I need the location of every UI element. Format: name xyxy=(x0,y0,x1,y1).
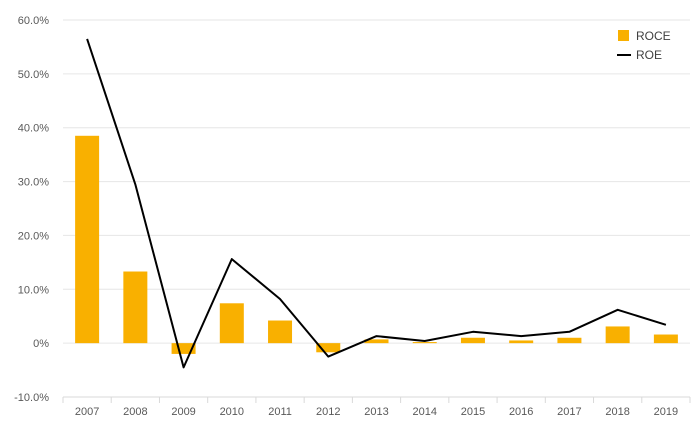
x-tick-label: 2011 xyxy=(268,406,292,418)
y-gridlines xyxy=(63,19,690,398)
x-tick-label: 2018 xyxy=(605,406,629,418)
x-tick-label: 2009 xyxy=(171,406,195,418)
y-tick-label: 60.0% xyxy=(18,15,49,27)
y-axis-tick-labels: -10.0% 0% 10.0% 20.0% 30.0% 40.0% 50.0% 60.0% xyxy=(14,15,49,404)
y-tick-label: -10.0% xyxy=(14,392,49,404)
x-axis: 2007 2008 2009 2010 2011 2012 2013 2014 2015 2016… xyxy=(62,396,691,418)
roce-bar xyxy=(557,337,582,344)
y-tick-label: 30.0% xyxy=(18,177,49,189)
roe-line xyxy=(86,38,667,369)
x-tick-label: 2010 xyxy=(220,406,244,418)
roce-bar xyxy=(171,343,196,354)
roce-bar xyxy=(509,340,534,344)
roce-bar xyxy=(460,337,485,344)
roce-bar xyxy=(123,271,148,344)
roce-bar xyxy=(268,320,293,344)
y-tick-label: 50.0% xyxy=(18,69,49,81)
legend-roce-swatch xyxy=(618,30,629,41)
roce-bar xyxy=(364,339,389,344)
y-tick-label: 10.0% xyxy=(18,284,49,296)
legend-roce-label: ROCE xyxy=(636,29,671,43)
roce-bar xyxy=(605,326,630,344)
roce-bar xyxy=(653,334,678,344)
x-tick-label: 2014 xyxy=(412,406,436,418)
legend: ROCE ROE xyxy=(617,29,671,62)
x-tick-label: 2008 xyxy=(123,406,147,418)
x-tick-label: 2012 xyxy=(316,406,340,418)
roce-bars xyxy=(75,135,678,354)
y-tick-label: 20.0% xyxy=(18,230,49,242)
roce-bar xyxy=(219,303,244,344)
roce-bar xyxy=(316,343,341,353)
x-tick-label: 2019 xyxy=(654,406,678,418)
y-tick-label: 40.0% xyxy=(18,123,49,135)
x-tick-label: 2013 xyxy=(364,406,388,418)
roe-line-series xyxy=(86,38,667,369)
roce-bar xyxy=(75,135,100,344)
x-tick-label: 2016 xyxy=(509,406,533,418)
x-tick-label: 2017 xyxy=(557,406,581,418)
roce-bar xyxy=(412,342,437,344)
y-tick-label: 0% xyxy=(33,338,49,350)
x-tick-label: 2015 xyxy=(461,406,485,418)
legend-roe-label: ROE xyxy=(636,48,662,62)
x-tick-label: 2007 xyxy=(75,406,99,418)
